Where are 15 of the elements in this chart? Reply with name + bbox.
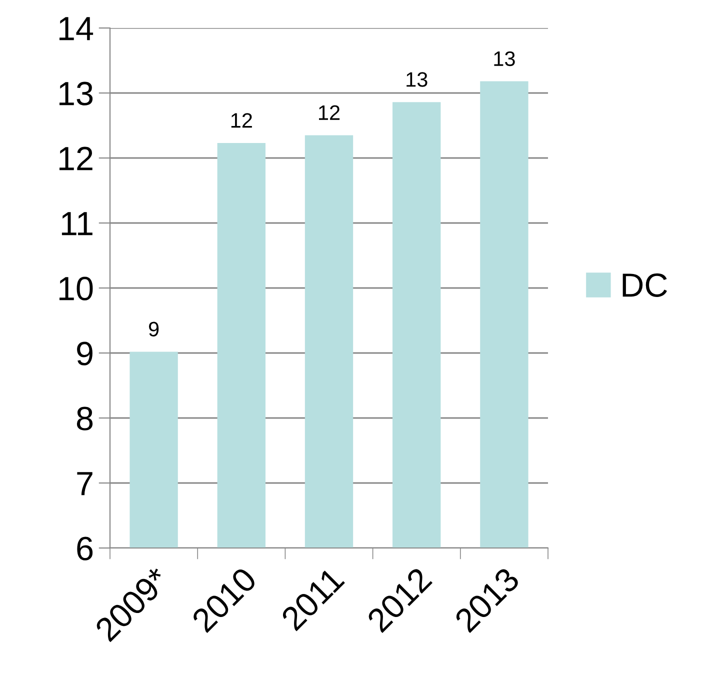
y-tick-label: 10 [59,276,93,300]
data-label: 12 [319,105,340,120]
y-tick-label: 13 [59,82,93,106]
data-label: 13 [494,51,515,66]
data-label: 12 [231,113,252,128]
y-tick-label: 12 [59,146,92,170]
y-tick-label: 8 [76,406,93,430]
y-tick-label: 7 [77,472,92,496]
y-tick-label: 11 [62,212,92,236]
legend-label: DC [622,273,667,297]
y-tick-label: 14 [59,17,94,40]
data-label: 13 [406,72,428,87]
y-tick-label: 9 [77,342,92,366]
y-tick-label: 6 [77,536,93,560]
data-label: 9 [148,322,159,336]
